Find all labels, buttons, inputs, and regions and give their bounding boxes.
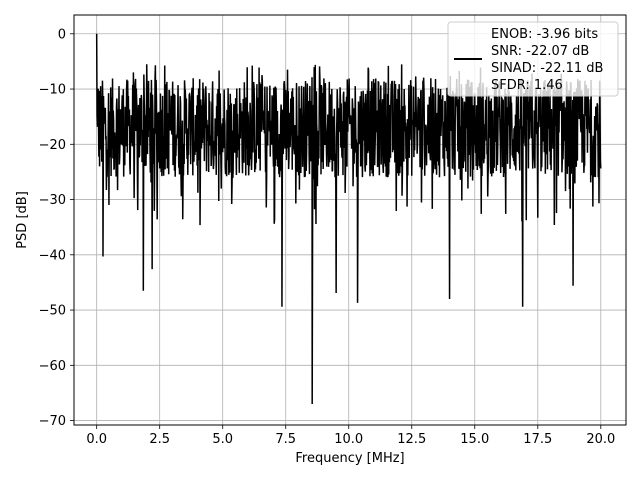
plot-area [95,33,602,405]
x-tick-label: 0.0 [86,432,107,447]
x-tick-label: 7.5 [275,432,296,447]
legend: ENOB: -3.96 bits SNR: -22.07 dB SINAD: -… [447,21,619,97]
y-tick-label: −30 [39,193,66,208]
axes-frame [73,14,627,426]
ticks: 0.0 2.5 5.0 7.5 10.0 12.5 15.0 17.5 20.0 0 −10 −20 −… [39,27,616,447]
x-tick-label: 2.5 [149,432,170,447]
x-tick-label: 12.5 [397,432,426,447]
x-tick-label: 15.0 [460,432,489,447]
legend-snr: SNR: -22.07 dB [491,44,589,59]
x-tick-label: 20.0 [586,432,615,447]
y-tick-label: −20 [39,138,66,153]
legend-sinad: SINAD: -22.11 dB [491,61,603,76]
y-tick-label: −60 [39,359,66,374]
y-tick-label: −40 [39,248,66,263]
y-axis-label: PSD [dB] [15,191,30,249]
y-tick-label: −70 [39,414,66,429]
psd-series-line [95,33,602,405]
y-tick-label: −50 [39,304,66,319]
x-tick-label: 17.5 [523,432,552,447]
x-tick-label: 10.0 [334,432,363,447]
y-tick-label: −10 [39,83,66,98]
y-tick-label: 0 [58,27,66,42]
x-axis-label: Frequency [MHz] [295,451,404,466]
legend-enob: ENOB: -3.96 bits [491,27,598,42]
legend-box [447,21,619,97]
x-tick-label: 5.0 [212,432,233,447]
legend-sfdr: SFDR: 1.46 [491,78,563,93]
